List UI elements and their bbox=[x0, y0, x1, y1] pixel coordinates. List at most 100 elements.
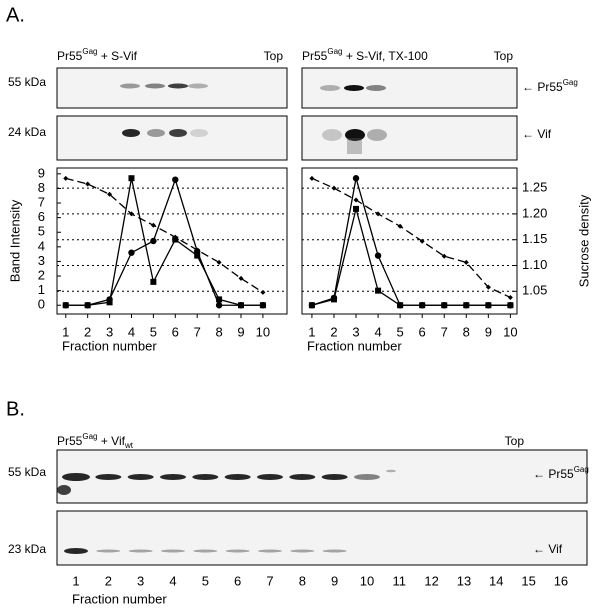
band-label-sup: Gag bbox=[574, 465, 589, 474]
plot-frame bbox=[56, 167, 288, 315]
blot-title: Pr55Gag + S-Vif, TX-100 bbox=[302, 47, 428, 63]
y-tick-label: 9 bbox=[38, 165, 45, 180]
marker-square bbox=[463, 302, 470, 309]
y2-tick-label: 1.15 bbox=[522, 231, 547, 246]
marker-diamond bbox=[309, 175, 315, 181]
band-label-main: ← Vif bbox=[522, 127, 552, 141]
marker-diamond bbox=[397, 223, 403, 229]
x-tick-label: 10 bbox=[256, 324, 270, 339]
marker-square bbox=[441, 302, 448, 309]
x-tick-label: 10 bbox=[503, 324, 517, 339]
marker-square bbox=[353, 205, 360, 212]
blot bbox=[301, 115, 518, 161]
marker-diamond bbox=[128, 211, 134, 217]
band bbox=[120, 83, 140, 89]
blot bbox=[301, 67, 518, 109]
band bbox=[256, 474, 283, 480]
marker-diamond bbox=[353, 197, 359, 203]
panel-label: A. bbox=[6, 4, 25, 26]
y2-tick-label: 1.10 bbox=[522, 257, 547, 272]
marker-circle bbox=[237, 302, 245, 309]
marker-diamond bbox=[172, 234, 178, 240]
y2-tick-label: 1.05 bbox=[522, 283, 547, 298]
lane-number: 7 bbox=[266, 573, 273, 588]
title-main: Pr55 bbox=[302, 49, 328, 63]
band bbox=[169, 129, 187, 137]
y-tick-label: 4 bbox=[38, 238, 45, 253]
marker-circle bbox=[84, 302, 91, 309]
lane-number: 3 bbox=[137, 573, 144, 588]
x-tick-label: 4 bbox=[374, 324, 381, 339]
band bbox=[322, 549, 347, 553]
band bbox=[321, 474, 348, 480]
y2-tick-label: 1.25 bbox=[522, 180, 547, 195]
blot-title: Pr55Gag + S-Vif bbox=[57, 47, 138, 63]
marker-square bbox=[397, 302, 404, 309]
marker-diamond bbox=[375, 211, 381, 217]
band-label-sup: Gag bbox=[563, 78, 578, 87]
lane-number: 15 bbox=[521, 573, 535, 588]
band bbox=[344, 85, 364, 91]
marker-diamond bbox=[260, 289, 266, 295]
marker-circle bbox=[106, 296, 113, 303]
x-axis-label: Fraction number bbox=[72, 591, 167, 606]
marker-circle bbox=[62, 302, 69, 309]
band bbox=[353, 474, 380, 480]
band bbox=[95, 474, 122, 480]
y2-axis-label: Sucrose density bbox=[576, 194, 591, 287]
marker-square bbox=[375, 287, 382, 294]
marker-diamond bbox=[419, 238, 425, 244]
band-label-main: ← Pr55 bbox=[522, 80, 563, 94]
marker-circle bbox=[259, 302, 267, 309]
x-tick-label: 6 bbox=[172, 324, 179, 339]
title-sup: Gag bbox=[327, 47, 342, 56]
lane-number: 11 bbox=[393, 573, 407, 588]
x-tick-label: 5 bbox=[397, 324, 404, 339]
x-tick-label: 2 bbox=[330, 324, 337, 339]
lane-number: 5 bbox=[202, 573, 209, 588]
marker-diamond bbox=[107, 191, 113, 197]
marker-circle bbox=[128, 249, 135, 256]
panel-label: B. bbox=[6, 398, 25, 420]
y-axis-label: Band Intensity bbox=[7, 199, 22, 282]
x-tick-label: 6 bbox=[419, 324, 426, 339]
marker-diamond bbox=[331, 185, 337, 191]
marker-diamond bbox=[63, 175, 69, 181]
series-line bbox=[311, 208, 511, 306]
series-line bbox=[65, 177, 264, 293]
series-line bbox=[65, 178, 263, 306]
size-marker: 55 kDa bbox=[8, 465, 46, 479]
marker-diamond bbox=[150, 222, 156, 228]
marker-square bbox=[216, 296, 223, 303]
x-tick-label: 8 bbox=[463, 324, 470, 339]
title-sup: Gag bbox=[82, 432, 97, 441]
title-main: Pr55 bbox=[57, 434, 83, 448]
marker-square bbox=[128, 175, 135, 182]
band-label-main: ← Pr55 bbox=[533, 467, 574, 481]
y-tick-label: 6 bbox=[38, 209, 45, 224]
lane-number: 4 bbox=[169, 573, 176, 588]
band bbox=[159, 474, 186, 480]
title-rest: + S-Vif, TX-100 bbox=[342, 49, 428, 63]
blot bbox=[56, 115, 288, 161]
band bbox=[224, 474, 251, 480]
band bbox=[386, 469, 396, 473]
band bbox=[225, 549, 250, 553]
marker-circle bbox=[374, 252, 382, 259]
band bbox=[145, 83, 165, 89]
series-line bbox=[65, 177, 263, 306]
x-tick-label: 1 bbox=[308, 324, 315, 339]
y-tick-label: 0 bbox=[38, 297, 45, 312]
band bbox=[190, 129, 208, 137]
marker-circle bbox=[215, 302, 223, 309]
x-tick-label: 8 bbox=[215, 324, 222, 339]
x-tick-label: 4 bbox=[128, 324, 135, 339]
title-rest: + S-Vif bbox=[97, 49, 137, 63]
x-tick-label: 9 bbox=[485, 324, 492, 339]
top-label: Top bbox=[505, 434, 525, 448]
y-tick-label: 3 bbox=[38, 253, 45, 268]
y-tick-label: 5 bbox=[38, 224, 45, 239]
y2-tick-label: 1.20 bbox=[522, 205, 547, 220]
smear bbox=[347, 138, 362, 154]
